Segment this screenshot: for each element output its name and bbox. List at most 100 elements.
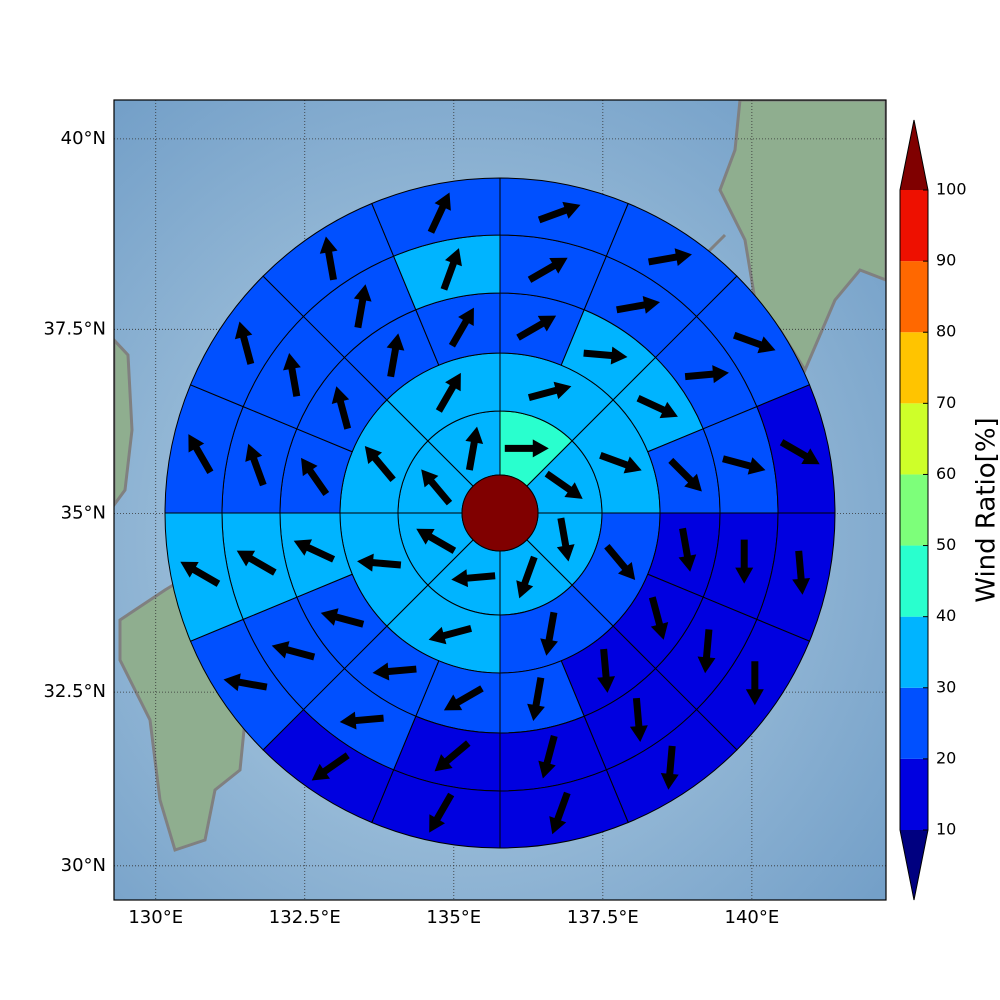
colorbar-segment xyxy=(900,687,928,759)
colorbar-tick-label: 100 xyxy=(936,180,967,199)
colorbar-tick-label: 70 xyxy=(936,393,956,412)
wind-arrow xyxy=(283,352,301,397)
colorbar-segment xyxy=(900,474,928,546)
wind-arrow xyxy=(428,624,473,645)
wind-arrow xyxy=(319,236,338,281)
colorbar-tick-label: 20 xyxy=(936,748,956,767)
colorbar-segment xyxy=(900,403,928,475)
wind-arrow xyxy=(544,470,583,499)
wind-arrow xyxy=(697,629,716,674)
wind-arrow xyxy=(660,745,679,790)
wind-arrow xyxy=(301,457,330,496)
wind-arrow xyxy=(597,648,616,693)
wind-arrow xyxy=(792,550,811,595)
wind-arrow xyxy=(629,697,648,742)
colorbar: 10 20 30 40 50 60 70 80 90 100 xyxy=(899,119,967,901)
sectors xyxy=(164,177,836,849)
frame xyxy=(113,99,887,901)
y-tick-label: 37.5°N xyxy=(43,318,106,339)
colorbar-tick-label: 50 xyxy=(936,535,956,554)
wind-arrow xyxy=(223,673,268,692)
wind-arrow xyxy=(245,443,267,487)
colorbar-tick-label: 90 xyxy=(936,251,956,270)
wind-arrow xyxy=(516,315,557,341)
y-tick-label: 40°N xyxy=(61,128,106,149)
axes: 130°E 132.5°E 135°E 137.5°E 140°E 30°N 32.5°N 3… xyxy=(43,128,779,928)
colorbar-tick-label: 40 xyxy=(936,606,956,625)
colorbar-segment xyxy=(900,332,928,404)
wind-arrow xyxy=(416,528,457,554)
colorbar-tick-label: 10 xyxy=(936,820,956,839)
colorbar-segment xyxy=(900,545,928,617)
wind-arrow xyxy=(735,539,754,584)
wind-arrow xyxy=(527,677,545,722)
colorbar-segment xyxy=(900,758,928,830)
wind-arrow xyxy=(364,446,396,482)
wind-arrow xyxy=(516,555,538,599)
wind-arrow xyxy=(372,662,417,681)
wind-arrow xyxy=(188,434,214,475)
wind-arrow xyxy=(331,386,352,430)
wind-arrow xyxy=(429,792,455,833)
wind-arrow xyxy=(549,791,571,835)
wind-arrow xyxy=(538,735,558,779)
x-tick-label: 137.5°E xyxy=(567,907,639,928)
wind-arrow xyxy=(616,296,661,314)
wind-arrow xyxy=(236,550,277,576)
y-tick-label: 35°N xyxy=(61,502,106,523)
wind-arrow xyxy=(234,321,255,365)
wind-arrow xyxy=(427,192,451,234)
map xyxy=(114,100,886,900)
wind-arrow xyxy=(353,284,372,329)
wind-arrow xyxy=(451,569,496,588)
wind-arrow xyxy=(339,711,384,730)
wind-arrow xyxy=(540,611,558,656)
colorbar-under xyxy=(900,830,928,900)
wind-arrow xyxy=(668,457,702,492)
colorbar-segment xyxy=(900,190,928,262)
colorbar-tick-label: 30 xyxy=(936,677,956,696)
wind-arrow xyxy=(745,661,764,706)
wind-arrow xyxy=(311,752,350,781)
wind-arrow xyxy=(527,257,568,283)
wind-arrow xyxy=(648,248,692,266)
land xyxy=(114,337,134,508)
x-tick-label: 135°E xyxy=(426,907,481,928)
wind-arrow xyxy=(434,740,471,772)
x-tick-label: 130°E xyxy=(128,907,183,928)
wind-arrow xyxy=(440,248,462,291)
wind-arrow xyxy=(583,346,628,365)
wind-arrow xyxy=(779,439,820,465)
x-tick-label: 132.5°E xyxy=(269,907,341,928)
wind-arrow xyxy=(271,641,316,661)
wind-arrow xyxy=(678,527,697,572)
wind-arrow xyxy=(527,381,572,402)
y-tick-label: 32.5°N xyxy=(43,681,106,702)
colorbar-over xyxy=(900,120,928,190)
wind-arrow xyxy=(599,452,642,474)
wind-arrow xyxy=(684,365,729,384)
wind-arrow xyxy=(443,685,484,711)
wind-arrow xyxy=(320,608,365,628)
colorbar-label: Wind Ratio[%] xyxy=(972,417,1000,602)
x-tick-label: 140°E xyxy=(725,907,780,928)
wind-arrow xyxy=(537,201,581,224)
wind-arrow xyxy=(556,517,575,562)
colorbar-segment xyxy=(900,616,928,688)
wind-arrow xyxy=(648,596,669,640)
y-tick-label: 30°N xyxy=(61,855,106,876)
wind-arrow xyxy=(636,394,678,419)
wind-arrow xyxy=(180,561,221,587)
wind-arrow xyxy=(448,307,474,348)
colorbar-tick-label: 60 xyxy=(936,464,956,483)
wind-arrow xyxy=(386,333,405,378)
wind-arrow xyxy=(293,539,336,563)
wind-arrow xyxy=(732,331,776,354)
wind-arrow xyxy=(421,469,453,506)
wind-arrow xyxy=(357,553,402,572)
wind-arrow xyxy=(504,439,549,458)
center xyxy=(461,474,539,552)
wind-arrow xyxy=(465,426,484,471)
